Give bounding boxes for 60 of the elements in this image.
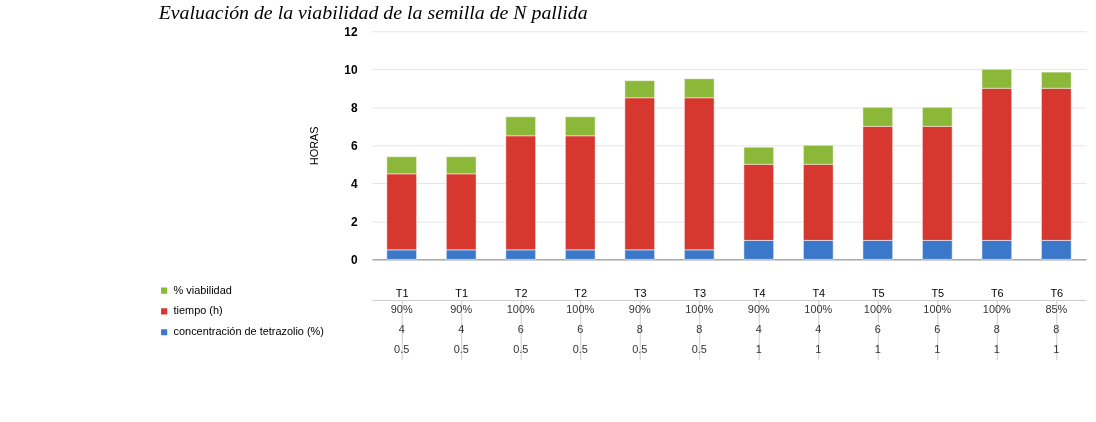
x-tick-label: T3 (633, 286, 647, 299)
legend-label: % viabilidad (173, 283, 232, 296)
data-label: 1 (934, 342, 941, 355)
x-tick-label: T5 (871, 286, 885, 299)
data-label: 100% (804, 302, 833, 315)
data-label: 6 (934, 322, 941, 335)
x-tick-label: T4 (812, 286, 826, 299)
x-tick-label: T2 (574, 286, 588, 299)
data-label: 0.5 (691, 342, 707, 355)
data-label: 4 (398, 322, 405, 335)
data-label: 6 (517, 322, 524, 335)
data-label: 6 (874, 322, 881, 335)
data-label: 100% (863, 302, 893, 315)
data-label: 0.5 (632, 342, 648, 355)
y-axis-title: HORAS (307, 126, 320, 166)
data-label: 90% (628, 302, 651, 315)
data-label: 90% (450, 302, 473, 315)
data-label: 8 (1053, 322, 1060, 335)
data-label: 85% (1045, 302, 1068, 315)
data-label: 6 (577, 322, 584, 335)
y-tick-label: 8 (350, 100, 358, 115)
x-tick-label: T4 (752, 286, 766, 299)
x-tick-label: T6 (990, 286, 1004, 299)
data-label: 100% (566, 302, 595, 315)
data-label: 0.5 (572, 342, 588, 355)
chart-title: Evaluación de la viabilidad de la semilla de N pallida (157, 1, 588, 24)
data-label: 100% (982, 302, 1012, 315)
data-label: 8 (696, 322, 703, 335)
data-label: 1 (874, 342, 881, 355)
y-tick-label: 4 (350, 176, 358, 191)
data-label: 100% (506, 302, 535, 315)
y-tick-label: 6 (350, 138, 358, 153)
data-label: 90% (390, 302, 413, 315)
legend-label: concentración de tetrazolio (%) (173, 325, 324, 338)
data-label: 0.5 (394, 342, 410, 355)
data-label: 8 (636, 322, 643, 335)
data-label: 4 (755, 322, 762, 335)
data-label: 1 (993, 342, 1000, 355)
data-label: 0.5 (453, 342, 469, 355)
data-label: 1 (815, 342, 822, 355)
data-label: 90% (747, 302, 770, 315)
y-tick-label: 12 (344, 24, 358, 39)
x-tick-label: T5 (931, 286, 945, 299)
data-label: 1 (1053, 342, 1060, 355)
data-label: 4 (815, 322, 822, 335)
y-tick-label: 10 (344, 62, 358, 77)
data-label: 1 (755, 342, 762, 355)
data-label: 4 (458, 322, 465, 335)
data-label: 8 (993, 322, 1000, 335)
data-label: 100% (923, 302, 952, 315)
data-label: 0.5 (513, 342, 529, 355)
y-tick-label: 2 (350, 214, 358, 229)
data-label: 100% (685, 302, 714, 315)
x-tick-label: T6 (1050, 286, 1064, 299)
y-tick-label: 0 (350, 252, 358, 267)
legend-label: tiempo (h) (173, 304, 223, 317)
x-tick-label: T1 (455, 286, 469, 299)
x-tick-label: T3 (693, 286, 707, 299)
x-tick-label: T2 (514, 286, 528, 299)
x-tick-label: T1 (395, 286, 409, 299)
